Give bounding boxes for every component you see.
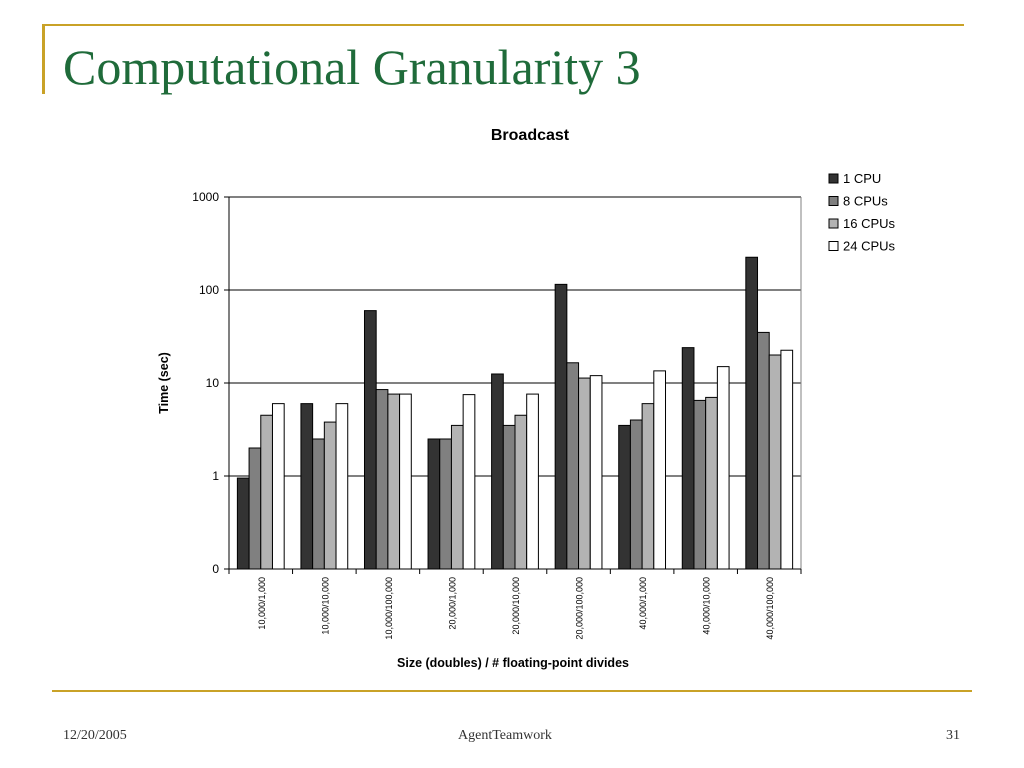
bar bbox=[375, 389, 389, 570]
bar bbox=[693, 399, 707, 570]
bar bbox=[716, 366, 730, 570]
bar bbox=[491, 373, 504, 570]
x-tick-label: 10,000/100,000 bbox=[384, 577, 394, 640]
y-tick-label: 1 bbox=[212, 469, 219, 483]
footer-rule bbox=[52, 690, 972, 692]
chart-bars bbox=[236, 256, 794, 570]
footer-page-number: 31 bbox=[946, 728, 960, 743]
footer-center-text: AgentTeamwork bbox=[458, 728, 552, 743]
chart-grid bbox=[229, 196, 801, 477]
y-tick-label: 1000 bbox=[192, 190, 219, 204]
bar bbox=[462, 394, 476, 570]
bar bbox=[618, 424, 631, 570]
bar bbox=[757, 331, 770, 570]
title-accent-vertical bbox=[42, 24, 45, 94]
bar bbox=[427, 438, 441, 570]
chart-title: Broadcast bbox=[491, 127, 570, 144]
bar bbox=[705, 396, 718, 570]
x-tick-label: 40,000/10,000 bbox=[702, 577, 712, 635]
legend-swatch bbox=[828, 218, 839, 229]
y-tick-label: 10 bbox=[206, 376, 220, 390]
x-tick-label: 40,000/1,000 bbox=[638, 577, 648, 630]
x-tick-label: 20,000/100,000 bbox=[575, 577, 585, 640]
legend-swatch bbox=[828, 241, 839, 251]
legend-swatch bbox=[828, 173, 839, 184]
bar bbox=[323, 421, 337, 570]
bar bbox=[439, 438, 452, 570]
bar bbox=[578, 377, 591, 570]
y-axis-label: Time (sec) bbox=[157, 352, 171, 414]
bar bbox=[653, 370, 667, 570]
x-tick-label: 20,000/1,000 bbox=[447, 577, 457, 630]
bar bbox=[260, 414, 273, 570]
footer-date: 12/20/2005 bbox=[63, 728, 127, 743]
bar bbox=[641, 403, 655, 570]
bar bbox=[399, 393, 412, 570]
bar bbox=[236, 477, 250, 570]
chart-axes bbox=[224, 196, 802, 574]
bar bbox=[745, 256, 759, 570]
bar bbox=[300, 403, 314, 570]
y-tick-label: 100 bbox=[199, 283, 219, 297]
bar bbox=[768, 354, 782, 570]
x-tick-label: 20,000/10,000 bbox=[511, 577, 521, 635]
bar bbox=[629, 419, 643, 570]
legend-label: 16 CPUs bbox=[843, 216, 896, 231]
title-accent-horizontal bbox=[42, 24, 964, 26]
legend-swatch bbox=[828, 196, 839, 206]
slide-title: Computational Granularity 3 bbox=[63, 39, 641, 95]
bar bbox=[526, 393, 539, 570]
bar bbox=[589, 375, 603, 570]
x-axis-label: Size (doubles) / # floating-point divide… bbox=[397, 656, 629, 670]
bar bbox=[312, 438, 325, 570]
legend-label: 24 CPUs bbox=[843, 239, 896, 254]
x-tick-label: 10,000/10,000 bbox=[320, 577, 330, 635]
bar bbox=[248, 447, 262, 570]
bar bbox=[271, 403, 285, 570]
x-tick-label: 10,000/1,000 bbox=[257, 577, 267, 630]
legend-label: 1 CPU bbox=[843, 171, 881, 186]
bar bbox=[363, 310, 377, 570]
legend-label: 8 CPUs bbox=[843, 194, 888, 209]
bar bbox=[514, 414, 528, 570]
bar bbox=[681, 347, 695, 570]
bar bbox=[387, 393, 401, 570]
bar bbox=[450, 424, 464, 570]
bar bbox=[554, 283, 568, 570]
bar bbox=[335, 403, 349, 570]
chart-legend: 1 CPU 8 CPUs 16 CPUs 24 CPUs bbox=[828, 171, 896, 254]
x-tick-label: 40,000/100,000 bbox=[765, 577, 775, 640]
bar bbox=[566, 362, 580, 570]
bar bbox=[780, 349, 794, 570]
y-tick-label: 0 bbox=[212, 562, 219, 576]
bar bbox=[502, 424, 516, 570]
